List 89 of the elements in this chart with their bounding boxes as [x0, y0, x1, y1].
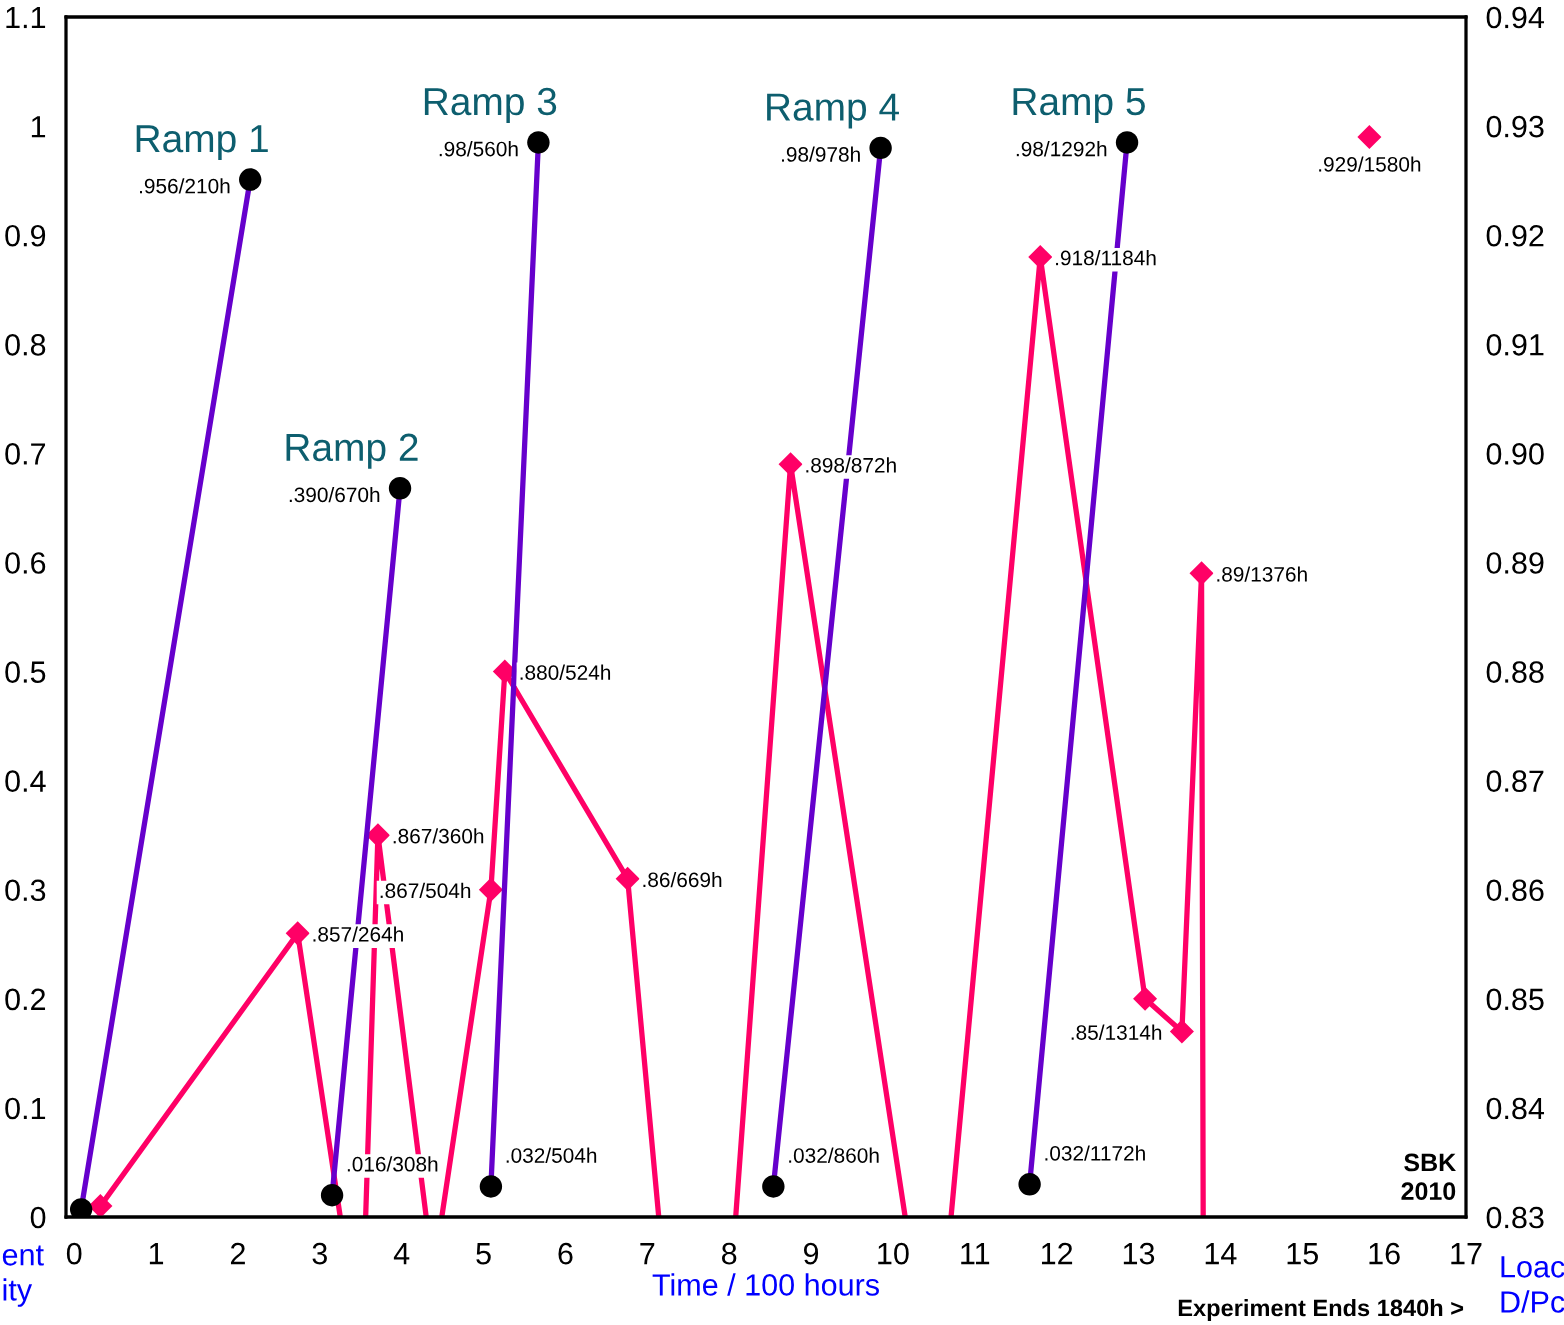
y2-tick-label: 0.93	[1486, 115, 1544, 138]
y2-tick-label: 0.84	[1486, 1097, 1545, 1120]
data-label: .98/978h	[781, 146, 860, 162]
point	[762, 1175, 785, 1198]
point	[478, 877, 503, 902]
x-tick-label: 15	[1287, 1243, 1318, 1265]
x-tick-label: 17	[1451, 1243, 1482, 1265]
x-tick-label: 10	[878, 1242, 909, 1265]
data-label: .956/210h	[139, 178, 230, 194]
y2-tick-label: 0.92	[1486, 224, 1544, 247]
point	[527, 131, 550, 154]
y2-tick-label: 0.90	[1486, 443, 1544, 465]
y-tick-label: 0.8	[5, 334, 46, 356]
annotation: Ramp 5	[1013, 88, 1145, 124]
y2-axis-title: Loac D/Pc	[1501, 1256, 1564, 1313]
data-label: .89/1376h	[1217, 566, 1307, 582]
point	[285, 921, 310, 946]
data-label: .032/1172h	[1045, 1145, 1145, 1161]
x-axis-title: Time / 100 hours	[652, 1273, 879, 1296]
y2-tick-label: 0.85	[1486, 988, 1544, 1011]
data-label: .032/860h	[789, 1147, 879, 1163]
y-tick-label: 0	[30, 1206, 46, 1229]
y-tick-label: 0.6	[5, 552, 46, 574]
y-tick-label: 0.4	[5, 770, 46, 793]
y-tick-label: 0.5	[5, 661, 46, 683]
x-tick-label: 4	[393, 1243, 410, 1265]
y-tick-label: 0.3	[5, 879, 46, 902]
annotation: SBK 2010	[1401, 1153, 1456, 1201]
y2-tick-label: 0.94	[1486, 6, 1545, 29]
point	[1115, 131, 1139, 154]
x-tick-label: 3	[312, 1242, 327, 1265]
x-tick-label: 6	[558, 1242, 573, 1265]
y2-tick-label: 0.87	[1486, 770, 1544, 793]
annotation: Ramp 3	[424, 87, 557, 124]
x-tick-label: 12	[1041, 1242, 1073, 1265]
y2-tick-label: 0.86	[1486, 879, 1544, 902]
point	[615, 866, 640, 891]
x-tick-label: 2	[230, 1242, 245, 1265]
data-label: .390/670h	[289, 486, 380, 503]
x-tick-label: 14	[1205, 1243, 1237, 1265]
x-tick-label: 7	[640, 1243, 655, 1265]
y-tick-label: 0.2	[5, 988, 46, 1011]
point	[1189, 561, 1214, 586]
data-label: .857/264h	[313, 926, 403, 942]
y-tick-label: 0.1	[5, 1097, 46, 1120]
x-tick-label: 9	[803, 1242, 819, 1265]
point	[1018, 1173, 1041, 1196]
data-label: .929/1580h	[1319, 156, 1421, 172]
y2-tick-label: 0.83	[1486, 1206, 1544, 1229]
y-tick-label: 0.9	[5, 224, 46, 247]
point	[88, 1194, 113, 1217]
x-tick-label: 8	[721, 1242, 737, 1265]
text: Experiment Ends 1840h >	[1178, 1298, 1464, 1322]
data-label: .867/360h	[393, 828, 484, 844]
data-label: .880/524h	[520, 664, 611, 680]
annotation: Ramp 2	[286, 433, 418, 469]
data-label: .016/308h	[347, 1156, 438, 1172]
data-label: .85/1314h	[1071, 1024, 1162, 1040]
annotation: Ramp 1	[136, 125, 268, 161]
x-tick-label: 13	[1123, 1242, 1155, 1265]
x-tick-label: 16	[1369, 1242, 1400, 1265]
point	[1169, 1019, 1194, 1044]
data-label: .98/560h	[439, 141, 518, 157]
data-label: .898/872h	[806, 457, 896, 473]
point	[1357, 124, 1382, 150]
y-tick-label: 0.7	[5, 443, 46, 465]
x-tick-label: 1	[149, 1243, 164, 1265]
point	[479, 1175, 503, 1198]
data-label: .032/504h	[506, 1147, 597, 1163]
y-tick-label: 1.1	[6, 7, 46, 29]
x-tick-label: 5	[476, 1243, 491, 1265]
point	[869, 136, 892, 160]
point	[778, 452, 803, 477]
point	[1133, 986, 1158, 1011]
data-label: .98/1292h	[1016, 141, 1107, 157]
y-axis-title: ent ity	[2, 1245, 44, 1307]
x-tick-label: 0	[66, 1242, 82, 1265]
y-tick-label: 1	[31, 116, 46, 138]
y2-tick-label: 0.91	[1486, 334, 1544, 356]
y2-tick-label: 0.88	[1486, 661, 1544, 683]
data-label: .918/1184h	[1056, 250, 1156, 266]
x-tick-label: 11	[961, 1243, 990, 1265]
data-label: .86/669h	[643, 871, 722, 888]
point	[320, 1183, 344, 1207]
point	[388, 477, 412, 500]
y2-tick-label: 0.89	[1486, 552, 1544, 574]
point	[239, 168, 262, 191]
annotation: Ramp 4	[767, 93, 899, 129]
data-label: .867/504h	[380, 882, 471, 899]
